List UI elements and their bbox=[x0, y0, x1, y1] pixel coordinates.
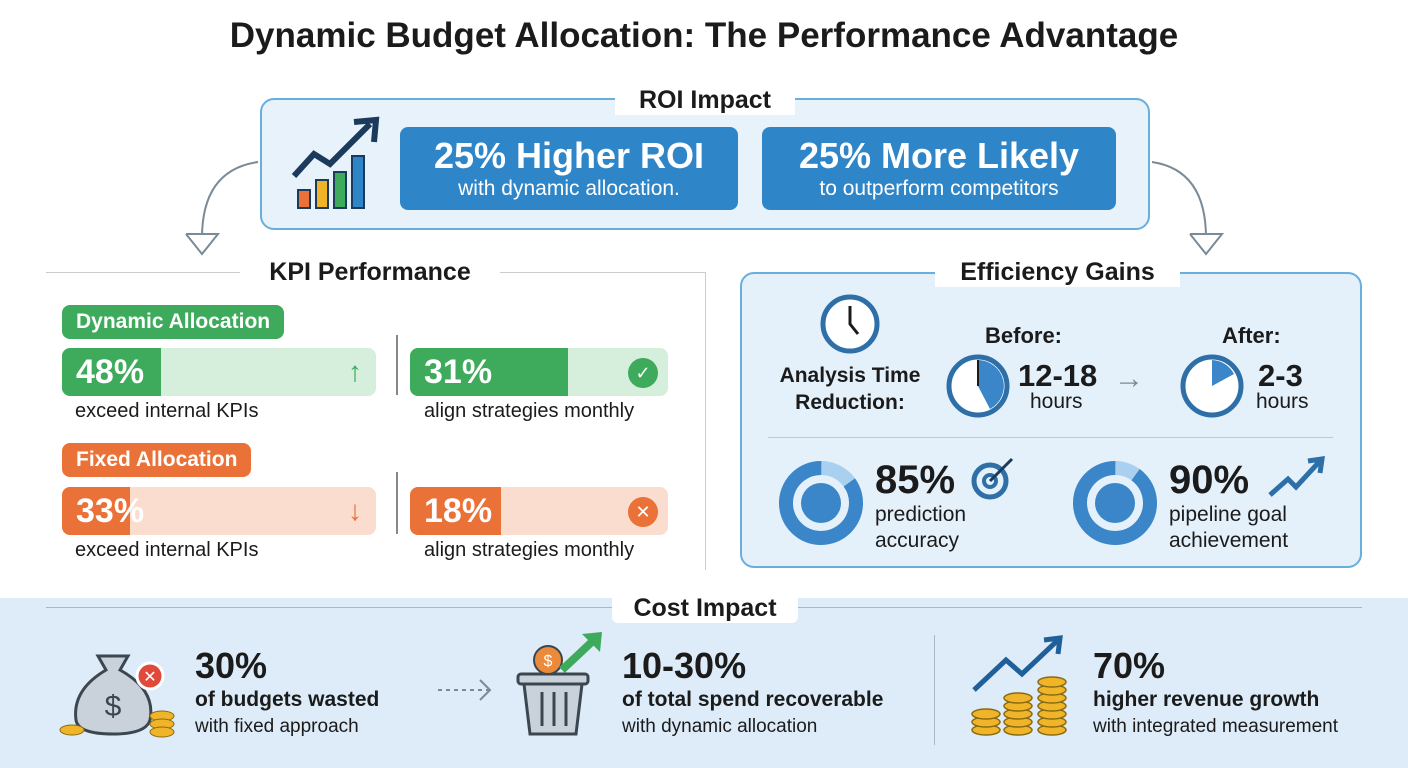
curved-arrow-left-icon bbox=[185, 161, 259, 256]
kpi-right-line bbox=[705, 272, 706, 570]
arrow-up-icon: ↑ bbox=[348, 356, 362, 387]
divider bbox=[934, 635, 935, 745]
caption-line: achievement bbox=[1169, 529, 1289, 552]
curved-arrow-right-icon bbox=[1151, 161, 1225, 256]
donut-prediction-accuracy bbox=[779, 461, 863, 545]
check-circle-icon: ✓ bbox=[628, 358, 658, 388]
target-icon bbox=[971, 457, 1014, 500]
kpi-bar: 33% ↓ bbox=[62, 487, 376, 535]
kpi-bar: 18% ✕ bbox=[410, 487, 668, 535]
kpi-heading: KPI Performance bbox=[240, 258, 500, 287]
roi-value: 25% More Likely bbox=[798, 135, 1080, 176]
cost-value: 30% bbox=[195, 645, 268, 686]
divider bbox=[396, 335, 398, 395]
cost-heading: Cost Impact bbox=[612, 594, 798, 623]
kpi-bar-fill bbox=[62, 348, 162, 396]
kpi-value: 33% bbox=[76, 492, 145, 530]
dashed-arrow-icon bbox=[438, 679, 492, 701]
cost-line2: with integrated measurement bbox=[1093, 716, 1339, 737]
efficiency-heading: Efficiency Gains bbox=[935, 258, 1180, 287]
cost-value: 10-30% bbox=[622, 645, 747, 686]
kpi-bar: 48% ↑ bbox=[62, 348, 376, 396]
divider bbox=[768, 437, 1333, 438]
kpi-bar-fill bbox=[62, 487, 131, 535]
svg-text:✕: ✕ bbox=[143, 669, 156, 686]
money-bag-icon: $ ✕ bbox=[59, 654, 175, 738]
caption-line: prediction bbox=[875, 503, 967, 526]
kpi-bar: 31% ✓ bbox=[410, 348, 668, 396]
trash-recover-icon: $ bbox=[516, 632, 602, 736]
stat-caption: prediction accuracy bbox=[875, 502, 966, 554]
cost-line1: of total spend recoverable bbox=[622, 688, 884, 711]
cost-line1: of budgets wasted bbox=[195, 688, 380, 711]
roi-heading: ROI Impact bbox=[615, 86, 795, 115]
kpi-value: 31% bbox=[424, 353, 493, 391]
kpi-value: 18% bbox=[424, 492, 493, 530]
cost-line2: with fixed approach bbox=[195, 716, 359, 737]
after-unit: hours bbox=[1256, 390, 1309, 413]
divider bbox=[396, 472, 398, 534]
page-title: Dynamic Budget Allocation: The Performan… bbox=[229, 16, 1179, 55]
kpi-bar-fill bbox=[410, 487, 502, 535]
donut-pipeline-goal bbox=[1073, 461, 1157, 545]
before-unit: hours bbox=[1030, 390, 1083, 413]
svg-text:$: $ bbox=[544, 653, 553, 670]
dynamic-allocation-tag: Dynamic Allocation bbox=[62, 305, 285, 339]
cost-panel bbox=[0, 598, 1408, 768]
trend-up-icon bbox=[1268, 456, 1325, 497]
roi-caption: with dynamic allocation. bbox=[458, 177, 680, 200]
coins-growth-icon bbox=[971, 635, 1067, 736]
clock-before-icon bbox=[946, 354, 1010, 418]
kpi-caption: align strategies monthly bbox=[424, 400, 635, 422]
bar-chart-growth-icon bbox=[291, 116, 380, 209]
kpi-caption: align strategies monthly bbox=[424, 539, 635, 561]
clock-icon bbox=[820, 294, 880, 354]
cost-value: 70% bbox=[1093, 645, 1166, 686]
clock-after-icon bbox=[1180, 354, 1244, 418]
after-label: After: bbox=[1222, 323, 1281, 348]
kpi-bar-fill bbox=[410, 348, 568, 396]
kpi-caption: exceed internal KPIs bbox=[75, 539, 259, 561]
before-value: 12-18 bbox=[1018, 358, 1098, 393]
roi-caption: to outperform competitors bbox=[819, 177, 1059, 200]
x-circle-icon: ✕ bbox=[628, 497, 658, 527]
arrow-down-icon: ↓ bbox=[348, 495, 362, 526]
roi-card-higher-roi: 25% Higher ROI with dynamic allocation. bbox=[400, 127, 738, 210]
stat-value: 85% bbox=[875, 458, 956, 502]
kpi-caption: exceed internal KPIs bbox=[75, 400, 259, 422]
before-label: Before: bbox=[985, 323, 1063, 348]
svg-text:$: $ bbox=[105, 690, 122, 723]
roi-card-more-likely: 25% More Likely to outperform competitor… bbox=[762, 127, 1116, 210]
analysis-time-label: Analysis Time Reduction: bbox=[779, 364, 921, 414]
stat-caption: pipeline goal achievement bbox=[1169, 502, 1288, 554]
cost-line1: higher revenue growth bbox=[1093, 688, 1320, 711]
roi-value: 25% Higher ROI bbox=[433, 135, 705, 176]
caption-line: pipeline goal bbox=[1169, 503, 1287, 526]
stat-value: 90% bbox=[1169, 458, 1250, 502]
fixed-allocation-tag: Fixed Allocation bbox=[62, 443, 252, 477]
kpi-value: 48% bbox=[76, 353, 145, 391]
after-value: 2-3 bbox=[1258, 358, 1303, 393]
caption-line: accuracy bbox=[875, 529, 960, 552]
arrow-right-icon: → bbox=[1114, 362, 1144, 395]
cost-line2: with dynamic allocation bbox=[622, 716, 818, 737]
